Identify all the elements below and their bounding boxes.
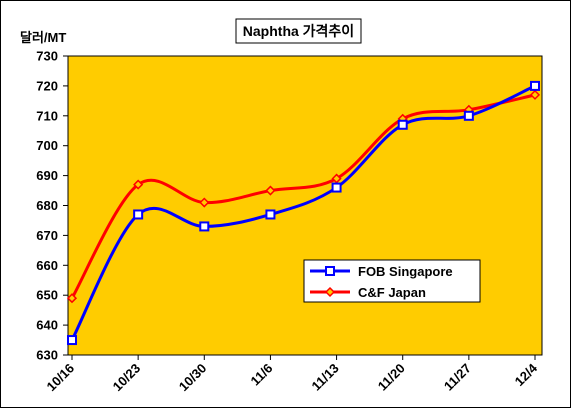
legend-label-fob: FOB Singapore bbox=[358, 264, 453, 279]
y-tick-label: 650 bbox=[36, 288, 58, 303]
legend-label-cf: C&F Japan bbox=[358, 285, 426, 300]
y-axis: 630 640 650 660 670 680 690 700 710 720 730 bbox=[36, 49, 68, 363]
plot-area bbox=[67, 55, 543, 356]
chart-title: Naphtha 가격추이 bbox=[243, 23, 354, 39]
y-tick-label: 660 bbox=[36, 258, 58, 273]
data-point-fob-singapore bbox=[463, 110, 474, 121]
data-point-fob-singapore bbox=[67, 335, 77, 346]
y-tick-label: 670 bbox=[36, 228, 58, 243]
data-point-cf-japan bbox=[199, 197, 210, 208]
data-point-cf-japan bbox=[66, 293, 78, 304]
data-point-fob-singapore bbox=[397, 119, 408, 130]
data-point-cf-japan bbox=[133, 179, 144, 190]
y-tick-label: 680 bbox=[36, 198, 58, 213]
legend: FOB Singapore C&F Japan bbox=[303, 259, 481, 303]
y-tick-label: 640 bbox=[36, 318, 58, 333]
title-box bbox=[235, 18, 362, 44]
legend-marker-cf bbox=[324, 286, 336, 298]
legend-marker-fob bbox=[325, 266, 335, 276]
y-tick-label: 710 bbox=[36, 108, 58, 123]
data-point-fob-singapore bbox=[530, 80, 540, 91]
y-axis-label: 달러/MT bbox=[20, 30, 66, 45]
y-tick-label: 730 bbox=[36, 49, 58, 64]
data-point-fob-singapore bbox=[199, 221, 210, 232]
data-point-fob-singapore bbox=[133, 209, 144, 220]
y-tick-label: 630 bbox=[36, 348, 58, 363]
data-point-fob-singapore bbox=[331, 182, 342, 193]
y-tick-label: 720 bbox=[36, 78, 58, 93]
series-layer bbox=[66, 80, 541, 346]
data-point-cf-japan bbox=[529, 89, 541, 100]
data-point-fob-singapore bbox=[265, 209, 276, 220]
data-point-cf-japan bbox=[265, 185, 276, 196]
y-tick-label: 690 bbox=[36, 168, 58, 183]
y-tick-label: 700 bbox=[36, 138, 58, 153]
